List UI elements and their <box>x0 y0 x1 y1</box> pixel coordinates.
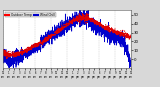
Legend: Outdoor Temp, Wind Chill: Outdoor Temp, Wind Chill <box>5 12 56 17</box>
